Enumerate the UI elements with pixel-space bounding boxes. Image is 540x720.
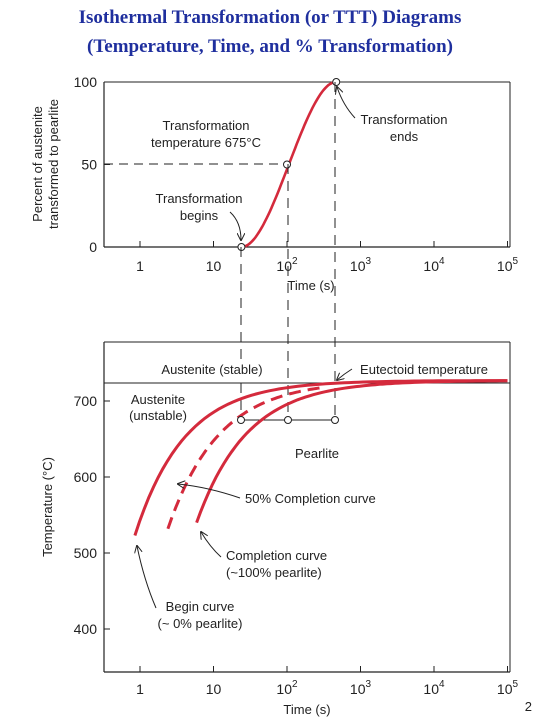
top-xtick-label: 103 bbox=[350, 256, 372, 274]
top-xtick-label: 102 bbox=[276, 256, 298, 274]
top-ylabel-line1: Percent of austenite bbox=[30, 106, 45, 222]
transformation-begins-line2: begins bbox=[180, 208, 219, 223]
transformation-ends-line2: ends bbox=[390, 129, 419, 144]
transformation-begins-line1: Transformation bbox=[156, 191, 243, 206]
ends-arrow bbox=[337, 87, 356, 119]
transformation-temp-line2: temperature 675°C bbox=[151, 135, 261, 150]
bottom-xtick-label: 10 bbox=[206, 681, 222, 697]
eutectoid-label: Eutectoid temperature bbox=[360, 362, 488, 377]
percent-transformed-plot: 0 50 100 1 10 102 103 104 105 Percent of austen… bbox=[30, 74, 519, 293]
bottom-xtick-exponent: 2 bbox=[292, 679, 298, 690]
top-xtick-exponent: 3 bbox=[366, 256, 372, 267]
bottom-xtick-exponent: 3 bbox=[366, 679, 372, 690]
austenite-stable-label: Austenite (stable) bbox=[161, 362, 262, 377]
bottom-xtick-exponent: 4 bbox=[439, 679, 445, 690]
isotherm-fifty-marker bbox=[284, 416, 292, 424]
ttt-diagram: 400 500 600 700 1 10 102 103 104 105 Austenite (… bbox=[40, 341, 519, 717]
top-ylabel-line2: transformed to pearlite bbox=[46, 99, 61, 229]
transformation-temp-line1: Transformation bbox=[163, 118, 250, 133]
isotherm-begin-marker bbox=[237, 416, 245, 424]
begins-arrow bbox=[229, 211, 241, 240]
bottom-xtick-label: 1 bbox=[136, 681, 144, 697]
bottom-xlabel: Time (s) bbox=[283, 702, 330, 717]
eutectoid-arrow bbox=[337, 368, 353, 380]
top-xtick-label: 104 bbox=[423, 256, 445, 274]
top-xtick-label: 10 bbox=[206, 258, 222, 274]
bottom-ytick-label: 500 bbox=[74, 545, 98, 561]
bottom-ylabel: Temperature (°C) bbox=[40, 457, 55, 557]
slide-number: 2 bbox=[524, 699, 532, 714]
fifty-percent-marker bbox=[283, 160, 291, 169]
top-xtick-label: 1 bbox=[136, 258, 144, 274]
top-xtick-exponent: 2 bbox=[292, 256, 298, 267]
completion-curve bbox=[195, 379, 508, 524]
austenite-unstable-line2: (unstable) bbox=[129, 408, 187, 423]
bottom-xtick-label: 105 bbox=[497, 679, 519, 697]
bottom-ytick-label: 400 bbox=[74, 621, 98, 637]
isotherm-end-marker bbox=[331, 416, 339, 424]
fifty-percent-label: 50% Completion curve bbox=[245, 491, 376, 506]
slide-title-line1: Isothermal Transformation (or TTT) Diagr… bbox=[78, 7, 462, 28]
completion-label-line2: (~100% pearlite) bbox=[226, 565, 322, 580]
bottom-ytick-label: 600 bbox=[74, 469, 98, 485]
bottom-xtick-label: 104 bbox=[423, 679, 445, 697]
completion-label-line1: Completion curve bbox=[226, 548, 327, 563]
top-xtick-exponent: 5 bbox=[513, 256, 519, 267]
top-ytick-label: 50 bbox=[81, 157, 97, 173]
bottom-xtick-label: 102 bbox=[276, 679, 298, 697]
austenite-unstable-line1: Austenite bbox=[131, 392, 185, 407]
top-xtick-label: 105 bbox=[497, 256, 519, 274]
begin-label-line2: (~ 0% pearlite) bbox=[158, 616, 243, 631]
bottom-xtick-exponent: 5 bbox=[513, 679, 519, 690]
fifty-percent-arrow bbox=[178, 484, 241, 499]
fifty-percent-curve bbox=[166, 385, 325, 530]
begin-arrow bbox=[137, 546, 157, 609]
bottom-ytick-label: 700 bbox=[74, 393, 98, 409]
top-ytick-label: 0 bbox=[89, 239, 97, 255]
transformation-ends-line1: Transformation bbox=[361, 112, 448, 127]
top-xtick-exponent: 4 bbox=[439, 256, 445, 267]
begin-label-line1: Begin curve bbox=[166, 599, 235, 614]
top-xlabel: Time (s) bbox=[287, 278, 334, 293]
end-marker bbox=[332, 78, 341, 86]
completion-arrow bbox=[201, 532, 222, 558]
austenite-stable-bg bbox=[150, 360, 276, 378]
pearlite-label: Pearlite bbox=[295, 446, 339, 461]
slide-title-line2: (Temperature, Time, and % Transformation… bbox=[87, 36, 453, 57]
bottom-xtick-label: 103 bbox=[350, 679, 372, 697]
connector-lines bbox=[240, 82, 336, 420]
top-ytick-label: 100 bbox=[74, 74, 98, 90]
